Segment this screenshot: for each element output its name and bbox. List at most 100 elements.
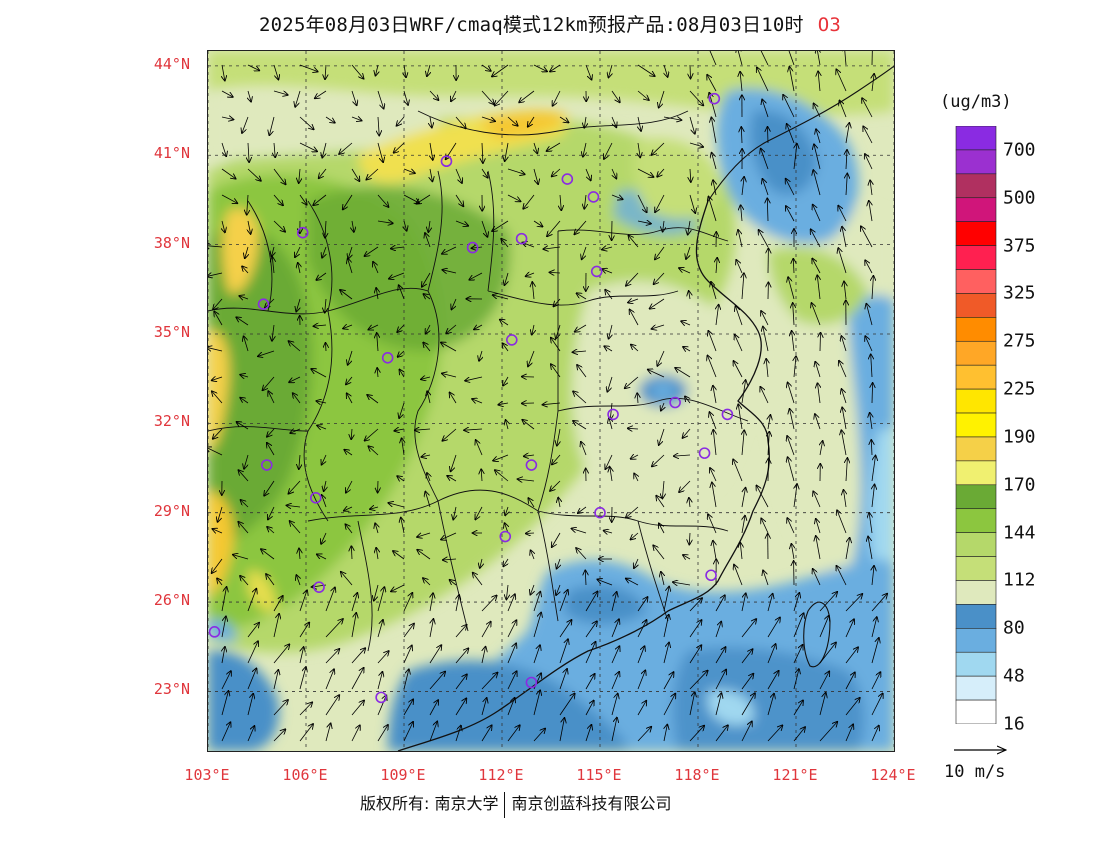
wind-arrow — [761, 519, 769, 534]
wind-arrow — [507, 725, 520, 742]
lon-tick-label: 121°E — [772, 766, 818, 784]
wind-arrow — [289, 341, 301, 352]
wind-arrow — [708, 331, 717, 352]
wind-arrow — [247, 64, 259, 70]
wind-arrow — [455, 648, 468, 664]
lat-tick-label: 38°N — [153, 233, 190, 252]
wind-arrow — [741, 674, 753, 690]
wind-arrow — [585, 725, 591, 742]
wind-arrow — [507, 644, 516, 664]
wind-arrow — [498, 403, 509, 405]
wind-arrow — [503, 343, 509, 352]
wind-arrow — [846, 458, 847, 482]
wind-arrow — [637, 90, 649, 100]
station-marker — [260, 459, 273, 471]
wind-arrow — [793, 669, 799, 690]
wind-arrow — [607, 376, 613, 392]
lat-tick-label: 23°N — [153, 680, 190, 699]
wind-arrow — [871, 594, 887, 612]
colorbar-swatch — [955, 628, 997, 653]
wind-arrow — [581, 442, 587, 456]
wind-arrow — [794, 144, 797, 170]
wind-arrow — [794, 484, 797, 508]
wind-arrow — [299, 549, 300, 560]
wind-arrow — [738, 404, 743, 430]
wind-arrow — [757, 68, 769, 92]
wind-arrow — [768, 459, 769, 482]
wind-arrow — [481, 596, 497, 612]
wind-arrow — [585, 642, 596, 664]
wind-arrow — [299, 142, 317, 151]
wind-arrow — [741, 593, 746, 612]
wind-arrow — [289, 480, 301, 494]
wind-arrow — [659, 524, 665, 534]
wind-arrow — [713, 386, 716, 404]
wind-arrow — [507, 168, 525, 174]
wind-arrow — [543, 403, 561, 405]
wind-arrow — [507, 620, 516, 638]
wind-arrow — [218, 506, 223, 522]
wind-arrow — [264, 480, 275, 496]
wind-arrow — [637, 194, 647, 212]
wind-arrow — [352, 220, 354, 232]
forecast-map[interactable] — [207, 50, 895, 752]
colorbar-swatch — [955, 126, 997, 151]
wind-arrow — [340, 290, 353, 300]
wind-arrow — [556, 584, 560, 595]
wind-arrow — [366, 168, 379, 180]
wind-arrow — [573, 351, 587, 352]
wind-arrow — [871, 51, 873, 66]
wind-arrow — [715, 622, 721, 638]
wind-arrow — [422, 272, 431, 287]
wind-arrow — [429, 672, 445, 690]
wind-arrow — [837, 510, 847, 534]
colorbar-swatch — [955, 580, 997, 605]
wind-arrow — [551, 338, 561, 352]
colorbar-swatch — [955, 556, 997, 581]
wind-arrow — [813, 205, 821, 222]
lon-tick-label: 118°E — [674, 766, 720, 784]
lon-tick-label: 115°E — [576, 766, 622, 784]
wind-arrow — [559, 620, 572, 638]
wind-arrow — [711, 118, 717, 144]
wind-arrow — [738, 230, 743, 248]
wind-arrow — [402, 438, 404, 456]
station-marker — [607, 408, 619, 421]
wind-arrow — [273, 670, 278, 690]
wind-arrow — [611, 672, 619, 690]
colorbar-swatch — [955, 293, 997, 318]
wind-arrow — [322, 142, 326, 158]
wind-arrow — [319, 168, 327, 178]
wind-arrow — [820, 441, 823, 456]
wind-arrow — [787, 518, 795, 534]
station-marker — [440, 155, 453, 168]
wind-arrow — [398, 350, 405, 357]
wind-arrow — [761, 311, 769, 326]
wind-arrow — [811, 229, 821, 248]
wind-arrow — [653, 545, 665, 560]
footer-company: 南京创蓝科技有限公司 — [511, 794, 672, 813]
wind-arrow — [429, 90, 438, 100]
wind-arrow — [604, 531, 613, 533]
wind-arrow — [481, 622, 491, 638]
wind-arrow — [268, 391, 275, 404]
wind-arrow — [429, 722, 437, 742]
wind-arrow — [846, 150, 847, 170]
wind-arrow — [688, 220, 690, 235]
wind-arrow — [267, 527, 275, 534]
wind-arrow — [442, 246, 457, 254]
wind-arrow — [741, 127, 742, 144]
wind-arrow — [664, 725, 667, 742]
wind-arrow — [455, 699, 466, 716]
wind-arrow — [430, 593, 433, 612]
wind-arrow — [242, 116, 249, 133]
wind-arrow — [578, 506, 587, 513]
wind-arrow — [559, 669, 567, 690]
wind-arrow — [351, 90, 357, 105]
wind-arrow — [709, 51, 717, 66]
wind-arrow — [602, 269, 613, 273]
wind-vectors — [208, 51, 887, 742]
wind-arrow — [675, 368, 691, 378]
wind-arrow — [816, 129, 821, 144]
wind-arrow — [503, 376, 509, 386]
